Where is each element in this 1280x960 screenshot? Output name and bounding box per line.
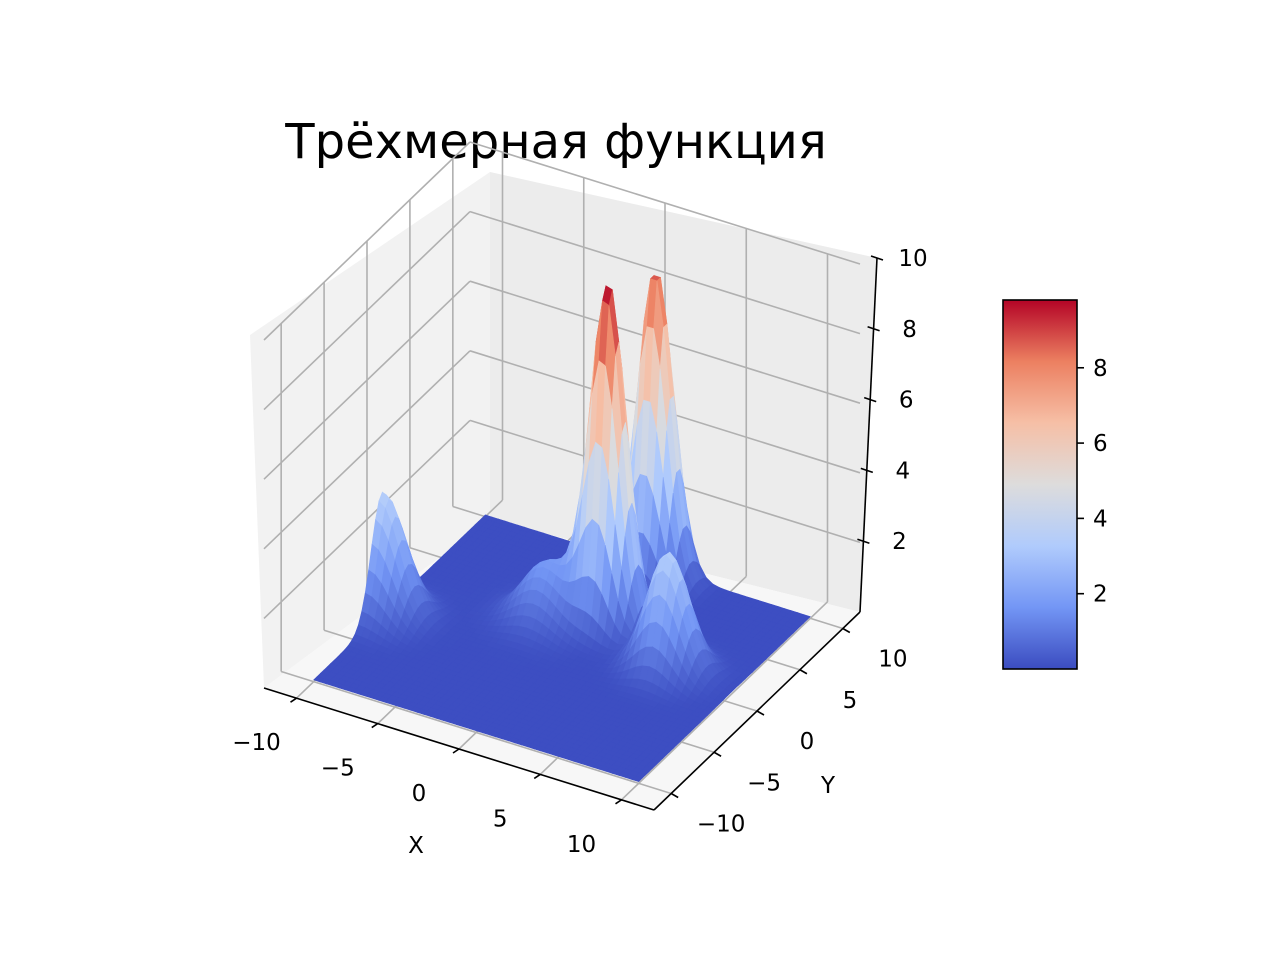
y-tick	[756, 710, 765, 716]
x-tick	[290, 697, 297, 703]
grid-z-left	[263, 141, 471, 341]
chart-title: Трёхмерная функция	[284, 114, 826, 170]
surface-plot	[313, 274, 811, 782]
x-tick-label: 5	[493, 806, 508, 832]
x-tick-label: 10	[567, 832, 596, 858]
y-tick-label: −5	[747, 770, 781, 796]
grid-z-back	[469, 141, 861, 265]
grid-z-left	[263, 350, 471, 550]
x-tick	[615, 799, 622, 805]
colorbar-tick-label: 8	[1093, 356, 1108, 382]
x-tick-label: −5	[321, 756, 355, 782]
z-tick-label: 8	[902, 317, 917, 343]
pane-left	[250, 172, 490, 688]
z-tick	[870, 255, 884, 261]
y-tick-label: 0	[800, 729, 815, 755]
z-tick-label: 10	[898, 246, 927, 272]
x-tick	[533, 773, 541, 780]
grid-z-left	[263, 419, 471, 619]
colorbar: 2 4 6 8	[1002, 299, 1108, 670]
grid-z-left	[263, 211, 471, 411]
z-tick-label: 4	[895, 458, 910, 484]
z-axis-line	[859, 257, 878, 613]
x-tick	[452, 748, 460, 754]
x-tick	[371, 722, 379, 729]
x-axis-label: X	[408, 833, 424, 859]
y-tick-label: −10	[697, 812, 746, 838]
z-tick-label: 2	[892, 529, 907, 555]
z-tick-label: 6	[899, 388, 914, 414]
grid-z-left	[263, 280, 471, 480]
colorbar-tick-label: 2	[1093, 582, 1108, 608]
x-tick-label: −10	[232, 730, 281, 756]
y-tick	[713, 751, 722, 757]
z-tick	[857, 538, 870, 544]
y-axis-label: Y	[820, 773, 836, 799]
y-tick-label: 5	[843, 688, 858, 714]
colorbar-gradient	[1002, 299, 1078, 670]
colorbar-tick-label: 4	[1093, 506, 1108, 532]
surface-facet	[631, 775, 643, 782]
grid-y-floor	[280, 670, 672, 795]
y-tick	[670, 792, 679, 799]
grid-z-back	[469, 210, 861, 335]
colorbar-tick-label: 6	[1093, 431, 1108, 457]
y-tick	[842, 627, 851, 634]
y-tick	[799, 669, 808, 675]
z-tick	[863, 396, 877, 403]
x-tick-label: 0	[412, 781, 427, 807]
z-tick	[860, 467, 874, 474]
z-tick	[867, 326, 880, 332]
y-tick-label: 10	[878, 647, 907, 673]
